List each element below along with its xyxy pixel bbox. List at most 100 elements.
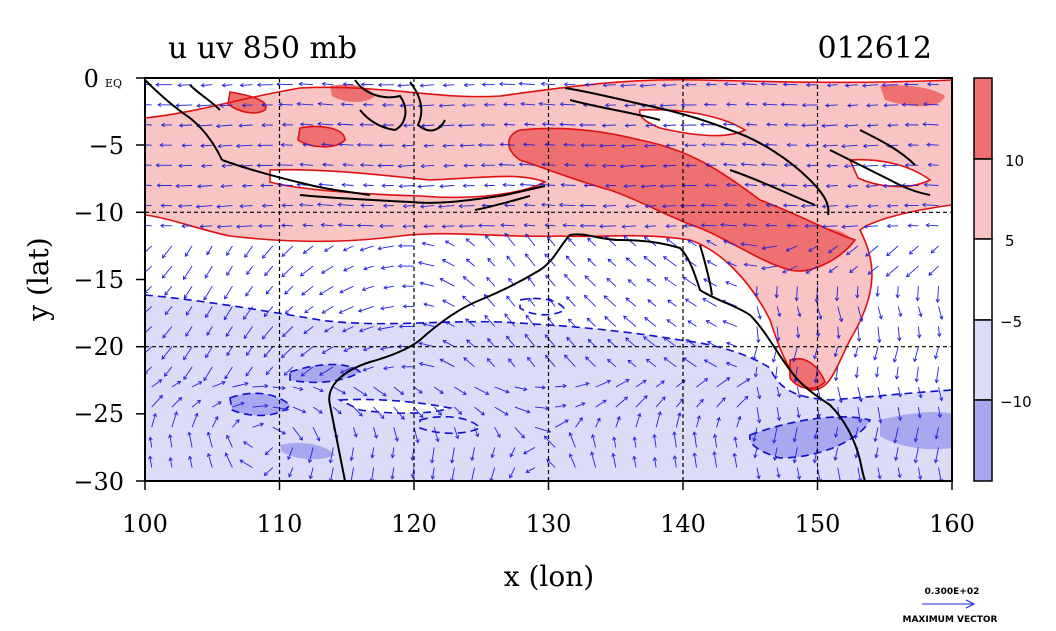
- wind-vector-head: [378, 143, 383, 148]
- wind-vector-head: [281, 252, 286, 258]
- wind-vector: [646, 358, 657, 368]
- wind-vector: [200, 144, 213, 147]
- wind-vector: [685, 339, 697, 348]
- wind-vector-head: [875, 292, 880, 298]
- wind-vector: [867, 265, 879, 275]
- wind-vector-head: [480, 411, 485, 416]
- wind-vector-head: [462, 276, 467, 281]
- wind-vector-head: [285, 407, 290, 412]
- wind-vector-head: [754, 292, 759, 298]
- wind-vector-head: [806, 163, 811, 168]
- wind-vector-head: [856, 337, 862, 343]
- wind-vector: [736, 378, 750, 388]
- wind-vector-head: [612, 436, 617, 441]
- wind-vector: [874, 346, 879, 360]
- wind-vector: [226, 346, 233, 356]
- wind-vector-head: [155, 163, 160, 168]
- wind-vector-head: [625, 297, 630, 302]
- wind-vector: [239, 459, 253, 468]
- wind-vector-head: [756, 419, 762, 424]
- wind-vector-head: [664, 277, 669, 282]
- wind-vector: [603, 295, 617, 307]
- wind-vector-head: [859, 317, 864, 323]
- wind-vector: [534, 386, 546, 389]
- wind-vector-head: [913, 459, 919, 464]
- wind-vector-head: [745, 102, 750, 107]
- wind-vector-head: [196, 103, 201, 108]
- wind-vector-head: [705, 82, 710, 87]
- wind-vector: [568, 238, 576, 247]
- wind-vector-head: [241, 103, 246, 108]
- wind-vector-head: [377, 163, 382, 168]
- wind-vector-head: [621, 224, 626, 229]
- wind-vector-head: [343, 267, 348, 272]
- wind-vector: [203, 285, 213, 301]
- y-tick-minus15: −15: [73, 266, 124, 294]
- wind-vector-head: [568, 237, 573, 242]
- wind-vector: [453, 427, 459, 439]
- wind-vector: [424, 144, 435, 147]
- wind-vector-head: [281, 273, 286, 278]
- y-tick-minus5: −5: [89, 132, 124, 160]
- wind-vector: [186, 306, 193, 316]
- wind-vector: [458, 124, 475, 127]
- wind-vector-head: [681, 183, 686, 188]
- wind-vector: [201, 164, 213, 167]
- wind-vector: [743, 224, 758, 227]
- wind-vector: [643, 256, 657, 267]
- wind-vector: [796, 386, 801, 398]
- wind-vector: [726, 103, 737, 106]
- wind-vector: [303, 144, 314, 146]
- wind-vector-head: [568, 318, 573, 323]
- wind-vector: [486, 277, 496, 287]
- wind-vector-head: [402, 224, 407, 229]
- wind-vector-head: [722, 122, 727, 127]
- wind-vector-head: [337, 410, 342, 415]
- wind-vector-head: [457, 123, 463, 128]
- wind-vector: [145, 265, 153, 274]
- wind-vector-head: [659, 184, 664, 189]
- wind-vector: [765, 144, 778, 146]
- wind-vector: [440, 185, 455, 187]
- wind-vector: [340, 366, 354, 374]
- wind-vector-head: [836, 334, 841, 340]
- wind-vector: [282, 326, 294, 337]
- wind-vector-head: [927, 162, 932, 168]
- wind-vector-head: [455, 434, 460, 440]
- wind-vector-head: [444, 240, 450, 245]
- wind-vector: [221, 185, 233, 187]
- wind-vector: [442, 144, 455, 147]
- wind-vector: [666, 144, 677, 147]
- wind-vector: [575, 417, 583, 428]
- wind-vector-head: [390, 475, 395, 480]
- wind-vector-head: [508, 358, 513, 363]
- wind-vector: [827, 164, 838, 167]
- wind-vector: [575, 382, 589, 388]
- wind-vector: [897, 326, 901, 341]
- wind-vector-head: [725, 361, 731, 366]
- wind-vector-head: [168, 456, 173, 462]
- wind-vector-head: [245, 372, 250, 377]
- wind-vector-head: [863, 224, 868, 229]
- wind-vector-head: [342, 328, 347, 333]
- wind-vector: [362, 285, 374, 291]
- wind-vector: [225, 326, 233, 337]
- wind-vector: [554, 419, 569, 428]
- wind-vector: [704, 359, 717, 368]
- wind-vector: [217, 205, 233, 208]
- wind-vector-head: [825, 183, 830, 189]
- wind-vector: [460, 144, 475, 147]
- wind-vector-head: [402, 203, 407, 209]
- wind-vector-head: [140, 254, 143, 257]
- wind-vector-head: [465, 318, 470, 323]
- wind-vector-head: [283, 371, 288, 376]
- wind-vector: [299, 204, 314, 207]
- wind-vector-head: [377, 246, 382, 251]
- wind-vector-head: [926, 142, 931, 147]
- wind-vector: [263, 306, 274, 317]
- wind-vector-head: [363, 392, 368, 397]
- wind-vector: [243, 441, 253, 448]
- wind-vector: [938, 467, 942, 481]
- wind-vector-head: [487, 257, 492, 262]
- wind-vector-head: [826, 83, 831, 88]
